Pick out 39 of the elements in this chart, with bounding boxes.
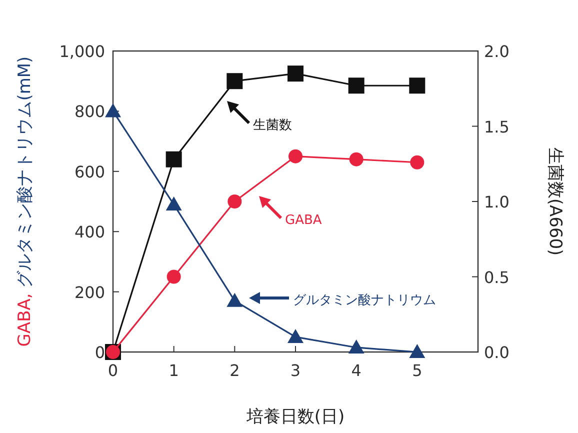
point [226,73,243,90]
point [105,103,121,118]
point [288,66,304,82]
point [288,149,302,164]
point [166,270,181,284]
point [410,155,424,170]
y-tick-label: 0 [94,343,105,362]
y2-axis-title: 生菌数(A660) [545,147,565,256]
point [226,292,243,307]
y-tick-label: 200 [74,282,105,302]
y-tick-label: 800 [74,102,105,122]
y-tick-label: 600 [74,162,105,182]
x-tick-label: 4 [351,361,362,380]
x-tick-label: 2 [230,361,240,380]
point [348,78,364,94]
y2-tick-label: 1.5 [484,117,510,136]
y2-tick-label: 0.0 [484,343,510,362]
x-axis-title: 培養日数(日) [245,407,345,427]
x-tick-label: 1 [168,361,179,380]
point [349,152,364,166]
y2-tick-label: 1.0 [484,192,510,212]
point [228,194,242,208]
y-tick-label: 1,000 [59,42,105,61]
point [409,78,426,94]
y-axis-title: GABA, グルタミン酸ナトリウム(mM) [15,56,35,347]
point [288,328,304,343]
y2-tick-label: 0.5 [484,268,510,287]
point [409,344,426,358]
point [348,339,364,354]
y-tick-label: 400 [74,222,105,242]
annotation: 生菌数 [253,118,292,133]
point [166,151,182,168]
annotation: グルタミン酸ナトリウム [293,293,436,308]
y2-tick-label: 2.0 [484,42,510,61]
annotation: GABA [285,213,322,228]
point [166,196,182,211]
x-tick-label: 3 [290,361,301,380]
x-tick-label: 5 [412,361,422,380]
x-tick-label: 0 [108,361,118,380]
